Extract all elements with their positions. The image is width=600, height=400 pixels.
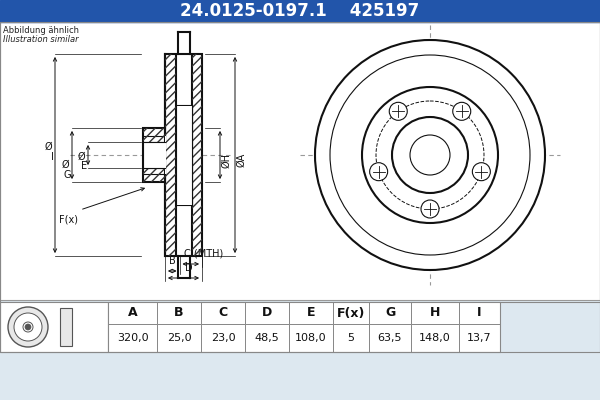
Bar (0, 22, 600, 352)
Text: A: A (128, 306, 137, 320)
Text: 25,0: 25,0 (167, 333, 191, 343)
Text: I: I (51, 152, 54, 162)
Bar (333, 302, 369, 324)
Text: 63,5: 63,5 (378, 333, 402, 343)
Bar (289, 324, 333, 352)
Circle shape (472, 163, 490, 181)
Text: 23,0: 23,0 (211, 333, 235, 343)
Bar (143, 128, 165, 182)
Bar (245, 302, 289, 324)
Circle shape (25, 324, 31, 330)
Bar (165, 54, 176, 256)
Text: I: I (477, 306, 482, 320)
Text: E: E (81, 161, 87, 171)
Text: D: D (185, 263, 193, 273)
Text: Illustration similar: Illustration similar (3, 35, 79, 44)
Text: 24.0125-0197.1    425197: 24.0125-0197.1 425197 (181, 2, 419, 20)
Circle shape (453, 102, 471, 120)
Bar (157, 302, 201, 324)
Text: B: B (174, 306, 184, 320)
Circle shape (362, 87, 498, 223)
Bar (143, 142, 166, 168)
Bar (0, 302, 108, 352)
Bar (108, 324, 157, 352)
Text: ØH: ØH (221, 152, 231, 168)
Circle shape (14, 313, 42, 341)
Bar (157, 324, 201, 352)
Bar (176, 106, 191, 204)
Bar (201, 324, 245, 352)
Bar (369, 302, 411, 324)
Text: D: D (262, 306, 272, 320)
Text: G: G (64, 170, 71, 180)
Bar (0, 0, 600, 22)
Circle shape (23, 322, 33, 332)
Text: F(x): F(x) (59, 215, 77, 225)
Bar (143, 128, 165, 182)
Text: 108,0: 108,0 (295, 333, 327, 343)
Circle shape (389, 102, 407, 120)
Text: E: E (307, 306, 315, 320)
Text: ®: ® (446, 177, 458, 187)
Bar (0, 22, 600, 300)
Bar (191, 54, 202, 256)
Bar (411, 324, 459, 352)
Text: C: C (218, 306, 227, 320)
Bar (245, 324, 289, 352)
Text: ØA: ØA (236, 153, 246, 167)
Bar (165, 54, 176, 256)
Bar (201, 302, 245, 324)
Text: Ø: Ø (77, 152, 85, 162)
Circle shape (8, 307, 48, 347)
Text: F(x): F(x) (337, 306, 365, 320)
Bar (108, 302, 157, 324)
Bar (459, 302, 500, 324)
Bar (108, 302, 500, 352)
Text: H: H (430, 306, 440, 320)
Text: Ø: Ø (61, 160, 69, 170)
Circle shape (421, 200, 439, 218)
Bar (459, 324, 500, 352)
Text: Ø: Ø (44, 142, 52, 152)
Circle shape (370, 163, 388, 181)
Bar (191, 54, 202, 256)
Text: G: G (385, 306, 395, 320)
Circle shape (392, 117, 468, 193)
Text: B: B (169, 256, 176, 266)
Text: Ate: Ate (398, 176, 472, 214)
Bar (411, 302, 459, 324)
Bar (60, 308, 72, 346)
Text: 320,0: 320,0 (116, 333, 148, 343)
Text: 13,7: 13,7 (467, 333, 492, 343)
Text: 148,0: 148,0 (419, 333, 451, 343)
Bar (369, 324, 411, 352)
Text: C (MTH): C (MTH) (185, 249, 224, 259)
Text: Abbildung ähnlich: Abbildung ähnlich (3, 26, 79, 35)
Text: 48,5: 48,5 (254, 333, 280, 343)
Bar (289, 302, 333, 324)
Text: 5: 5 (347, 333, 355, 343)
Circle shape (315, 40, 545, 270)
Bar (333, 324, 369, 352)
